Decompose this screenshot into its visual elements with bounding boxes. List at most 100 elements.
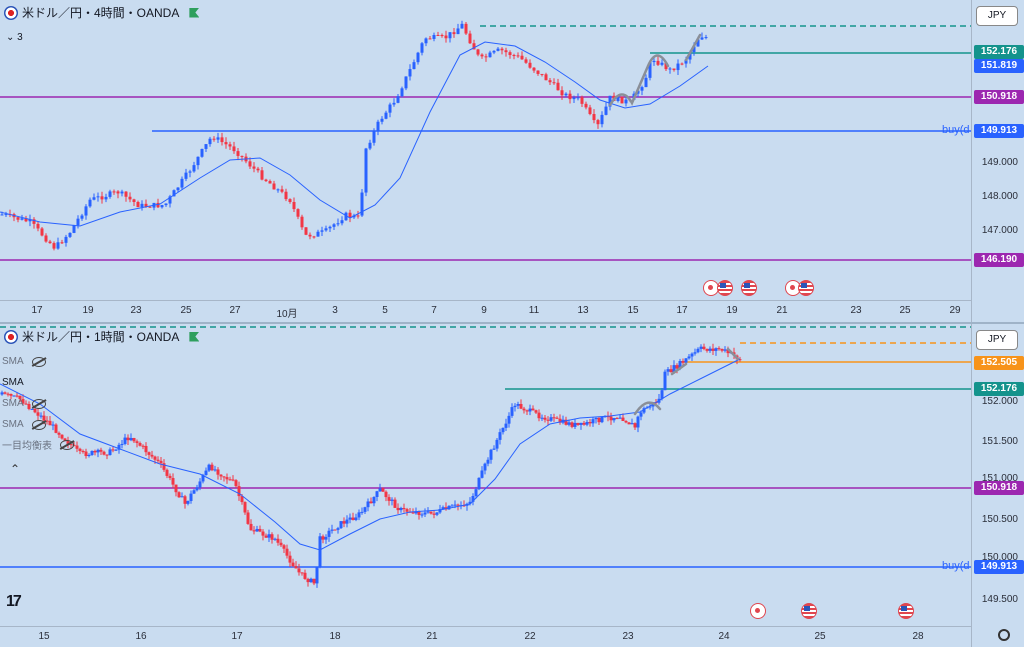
candle-body <box>213 469 217 471</box>
candle-body <box>294 566 298 569</box>
candle-body <box>168 196 172 204</box>
indicator-row[interactable]: SMA <box>2 356 46 367</box>
candle-body <box>351 517 355 521</box>
candle-body <box>680 63 684 65</box>
candle-body <box>40 228 44 236</box>
candle-body <box>375 491 379 497</box>
indicator-row[interactable]: 一目均衡表 <box>2 437 74 452</box>
candle-body <box>684 59 688 64</box>
candle-body <box>717 348 721 350</box>
candle-body <box>160 205 164 208</box>
candle-body <box>648 62 652 78</box>
top-chart-panel[interactable]: 米ドル／円・4時間・OANDA ⌄ 3 buy(d JPY 152.176 15… <box>0 0 1024 324</box>
hidden-eye-icon[interactable] <box>31 398 46 409</box>
hidden-eye-icon[interactable] <box>31 419 46 430</box>
candle-body <box>498 432 502 440</box>
candle-body <box>564 93 568 96</box>
candle-body <box>354 517 358 521</box>
candle-body <box>585 422 589 425</box>
candle-body <box>616 96 620 102</box>
candle-body <box>333 529 337 531</box>
candle-body <box>308 234 312 237</box>
indicator-row[interactable]: SMA <box>2 398 46 409</box>
candle-body <box>591 419 595 424</box>
top-time-axis[interactable]: 17 19 23 25 27 10月 3 5 7 9 11 13 15 17 1… <box>0 300 972 321</box>
candle-body <box>400 88 404 97</box>
jp-event-icon[interactable] <box>750 603 766 619</box>
candle-body <box>420 43 424 53</box>
candle-body <box>99 449 103 452</box>
price-tick: 152.000 <box>981 396 1018 407</box>
candle-body <box>252 166 256 169</box>
candle-body <box>500 48 504 51</box>
moving-average-line <box>0 358 741 551</box>
indicator-toggle[interactable]: ⌄ 3 <box>6 32 23 43</box>
time-tick: 25 <box>180 305 192 316</box>
currency-selector[interactable]: JPY <box>976 6 1018 26</box>
bottom-chart-panel[interactable]: 米ドル／円・1時間・OANDA SMA SMA SMA SMA 一目均衡表 ⌃ … <box>0 324 1024 647</box>
candle-body <box>212 138 216 140</box>
candle-body <box>548 80 552 83</box>
candle-body <box>592 114 596 121</box>
candle-body <box>272 183 276 190</box>
candle-body <box>456 28 460 35</box>
collapse-up-icon[interactable]: ⌃ <box>10 462 21 476</box>
candle-body <box>148 206 152 208</box>
hidden-eye-icon[interactable] <box>60 439 74 450</box>
tradingview-logo[interactable]: 17 <box>6 593 22 610</box>
us-event-icon[interactable] <box>801 603 817 619</box>
buy-line-label: buy(d <box>942 560 970 572</box>
top-price-plot[interactable] <box>0 0 972 300</box>
hidden-eye-icon[interactable] <box>31 356 46 367</box>
candle-body <box>324 536 328 540</box>
time-tick: 11 <box>528 305 540 316</box>
top-price-axis[interactable]: JPY 152.176 151.819 150.918 149.913 149.… <box>971 0 1024 322</box>
candle-body <box>114 449 118 451</box>
candle-body <box>24 218 28 222</box>
candle-body <box>45 420 49 422</box>
candle-body <box>556 82 560 91</box>
candle-body <box>560 90 564 96</box>
settings-gear-icon[interactable] <box>998 629 1010 641</box>
time-tick: 9 <box>481 305 487 316</box>
candle-body <box>339 521 343 529</box>
candle-body <box>117 444 121 450</box>
candle-body <box>708 348 712 351</box>
candle-body <box>132 199 136 202</box>
bottom-time-axis[interactable]: 15 16 17 18 21 22 23 24 25 28 <box>0 626 972 647</box>
us-event-icon[interactable] <box>898 603 914 619</box>
bottom-price-plot[interactable] <box>0 324 972 624</box>
candle-body <box>507 415 511 424</box>
candle-body <box>312 236 316 238</box>
bottom-legend: 米ドル／円・1時間・OANDA <box>4 328 200 345</box>
time-tick: 7 <box>431 305 437 316</box>
candle-body <box>28 219 32 222</box>
candle-body <box>448 32 452 39</box>
candle-body <box>104 196 108 200</box>
candle-body <box>664 62 668 70</box>
candle-body <box>588 107 592 115</box>
indicator-row[interactable]: SMA <box>2 377 24 388</box>
candle-body <box>240 155 244 157</box>
candle-body <box>368 142 372 149</box>
candle-body <box>440 35 444 37</box>
candle-body <box>56 242 60 249</box>
us-event-icon[interactable] <box>717 280 733 296</box>
candle-body <box>435 512 439 515</box>
candle-body <box>432 513 436 515</box>
candle-body <box>78 448 82 452</box>
indicator-label: SMA <box>2 377 24 388</box>
us-event-icon[interactable] <box>741 280 757 296</box>
candle-body <box>316 231 320 237</box>
candle-body <box>516 403 520 406</box>
candle-body <box>568 93 572 100</box>
candle-body <box>184 172 188 179</box>
bottom-price-axis[interactable]: JPY 152.505 152.176 152.000 151.500 151.… <box>971 324 1024 647</box>
currency-selector[interactable]: JPY <box>976 330 1018 350</box>
candle-body <box>24 403 28 405</box>
indicator-row[interactable]: SMA <box>2 419 46 430</box>
candle-body <box>444 507 448 510</box>
time-tick: 23 <box>622 631 634 642</box>
us-event-icon[interactable] <box>798 280 814 296</box>
candle-body <box>345 519 349 524</box>
